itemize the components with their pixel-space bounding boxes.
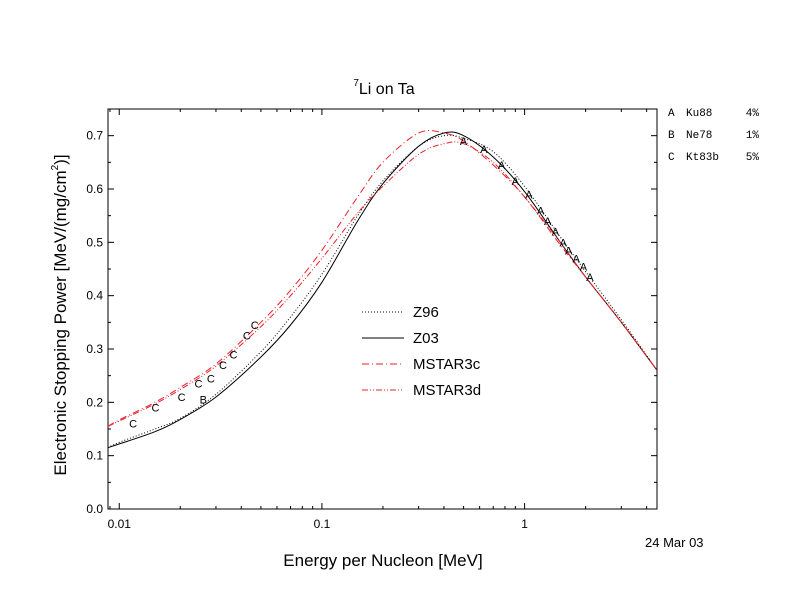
data-point-a: A (552, 227, 560, 239)
data-point-c: C (129, 419, 137, 431)
reference-legend: A Ku88 4% B Ne78 1% C Kt83b 5% (668, 108, 759, 164)
y-tick-label: 0.0 (86, 502, 103, 516)
series-line-z96 (107, 134, 658, 449)
data-point-c: C (219, 360, 227, 372)
data-point-a: A (480, 144, 488, 156)
date-stamp: 24 Mar 03 (645, 535, 704, 550)
legend-label-z03: Z03 (413, 330, 439, 347)
data-point-a: A (573, 253, 581, 265)
data-point-a: A (498, 160, 506, 172)
ref-letter: C (668, 152, 675, 164)
data-point-c: C (152, 403, 160, 415)
ref-percent: 4% (746, 108, 760, 120)
y-tick-label: 0.6 (86, 182, 103, 196)
data-point-a: A (560, 237, 568, 249)
data-point-a: A (537, 205, 545, 217)
x-tick-label: 0.01 (108, 517, 132, 531)
data-point-a: A (512, 176, 520, 188)
y-tick-label: 0.7 (86, 129, 103, 143)
x-axis-label: Energy per Nucleon [MeV] (283, 551, 482, 570)
plot-frame (107, 108, 658, 510)
ref-name: Ne78 (686, 130, 712, 142)
x-tick-label: 0.1 (314, 517, 331, 531)
y-axis-label-main: Electronic Stopping Power [MeV/(mg/cm (51, 170, 70, 475)
data-point-c: C (178, 392, 186, 404)
ref-letter: A (668, 108, 675, 120)
ref-name: Ku88 (686, 108, 712, 120)
title-text: Li on Ta (359, 81, 415, 98)
title-superscript: 7 (353, 78, 359, 89)
data-point-a: A (525, 189, 533, 201)
series-line-z03 (107, 131, 658, 449)
data-point-c: C (243, 331, 251, 343)
y-tick-label: 0.5 (86, 235, 103, 249)
chart-title: 7Li on Ta (353, 78, 414, 98)
data-point-a: A (544, 216, 552, 228)
series-legend: Z96 Z03 MSTAR3c MSTAR3d (362, 304, 481, 399)
ref-percent: 5% (746, 152, 760, 164)
data-point-c: C (251, 320, 259, 332)
data-point-a: A (460, 136, 468, 148)
series-line-mstar3c (107, 130, 658, 427)
ref-percent: 1% (746, 130, 760, 142)
y-tick-label: 0.3 (86, 342, 103, 356)
legend-label-mstar3c: MSTAR3c (413, 356, 481, 373)
y-axis-label-superscript: 2 (50, 164, 61, 170)
y-axis-label: Electronic Stopping Power [MeV/(mg/cm2)] (50, 154, 70, 475)
y-tick-label: 0.1 (86, 449, 103, 463)
legend-label-z96: Z96 (413, 304, 439, 321)
series-line-mstar3d (107, 141, 658, 427)
data-point-a: A (580, 261, 588, 273)
x-tick-label: 1 (521, 517, 528, 531)
data-point-a: A (586, 272, 594, 284)
data-point-a: A (565, 245, 573, 257)
data-point-c: C (207, 373, 215, 385)
y-tick-label: 0.2 (86, 395, 103, 409)
y-tick-label: 0.4 (86, 289, 103, 303)
data-point-c: C (195, 379, 203, 391)
ref-letter: B (668, 130, 675, 142)
y-axis-label-end: )] (51, 154, 70, 164)
legend-label-mstar3d: MSTAR3d (413, 382, 481, 399)
plot-area: 0.00.10.20.30.40.50.60.70.01 0.1 1AAAAAAAA… (86, 108, 658, 531)
data-point-c: C (229, 349, 237, 361)
data-point-b: B (200, 395, 207, 407)
ref-name: Kt83b (686, 152, 719, 164)
